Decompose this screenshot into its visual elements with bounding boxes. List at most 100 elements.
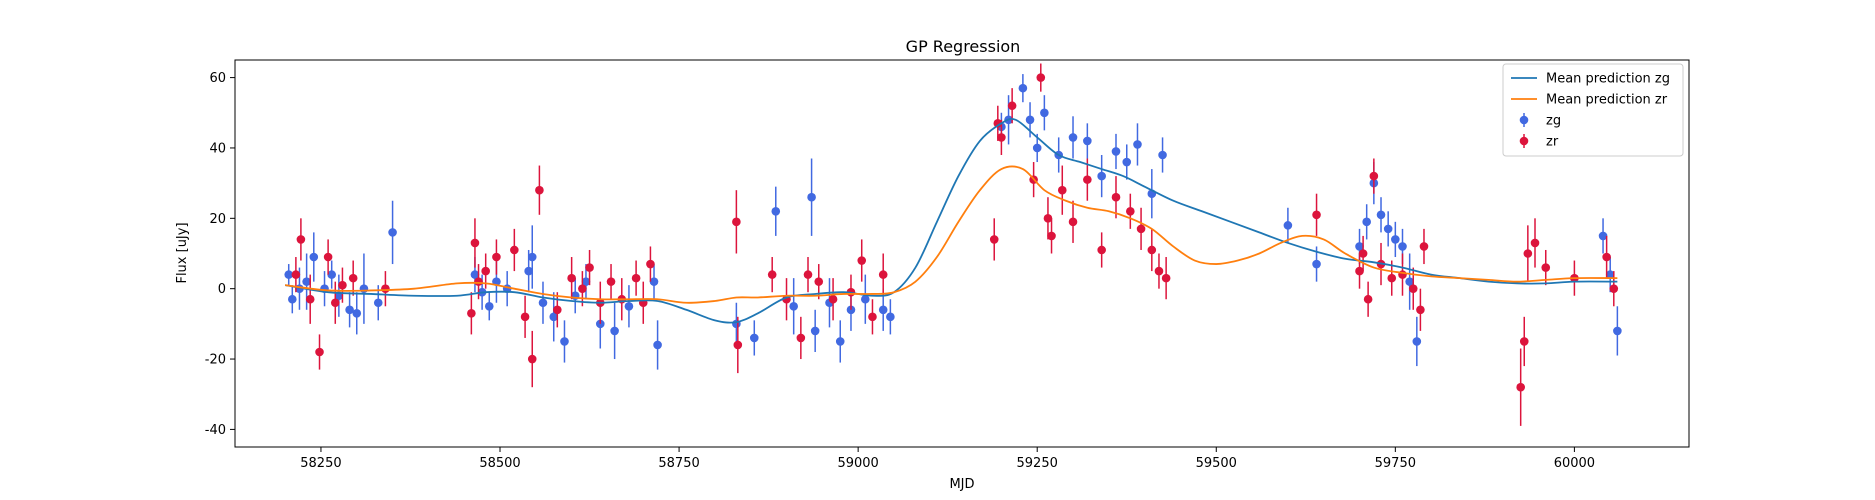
zr-point	[330, 298, 340, 308]
plot-area	[284, 63, 1622, 426]
y-tick-label: 20	[209, 212, 226, 227]
zg-point	[1312, 259, 1321, 269]
zr-point	[1097, 245, 1106, 255]
y-axis: -40 -20 0 20 40 60	[205, 71, 235, 438]
legend-point-marker	[1519, 136, 1529, 146]
zg-point	[549, 312, 559, 322]
zg-point	[1391, 235, 1400, 244]
zg-point	[789, 301, 798, 311]
zg-point	[807, 192, 816, 202]
zr-point	[1057, 185, 1067, 195]
zr-point	[1007, 101, 1017, 111]
zg-point	[352, 309, 362, 318]
zr-point	[348, 273, 358, 283]
zr-point	[338, 280, 347, 290]
zg-point	[309, 252, 319, 262]
zr-point	[997, 133, 1006, 142]
zg-point	[1122, 157, 1132, 167]
zg-point	[1158, 150, 1167, 160]
zr-point	[1363, 294, 1373, 304]
zg-point	[1376, 210, 1386, 220]
zg-point	[1097, 171, 1106, 181]
zr-point	[814, 277, 824, 286]
zr-point	[381, 284, 390, 293]
zr-point	[767, 270, 777, 279]
zr-point	[510, 245, 519, 255]
zr-point	[1541, 263, 1551, 272]
zr-point	[305, 294, 315, 304]
zr-point	[1516, 382, 1525, 392]
zr-point	[474, 277, 483, 286]
zr-point	[315, 347, 324, 357]
zg-point	[835, 337, 845, 346]
zr-point	[1519, 337, 1529, 346]
zg-point	[1068, 133, 1078, 142]
zr-point	[989, 235, 999, 244]
y-tick-label: 60	[209, 71, 226, 86]
zg-point	[1405, 277, 1414, 286]
x-axis-label: MJD	[949, 477, 974, 492]
zg-point	[288, 294, 297, 304]
zg-point	[610, 326, 619, 336]
zg-point	[846, 305, 856, 315]
x-tick-label: 60000	[1554, 456, 1595, 471]
chart-title: GP Regression	[906, 37, 1021, 56]
zr-point	[1126, 206, 1135, 216]
legend-label: Mean prediction zr	[1546, 93, 1668, 108]
zg-point	[327, 270, 336, 279]
legend-point-marker	[1519, 115, 1529, 125]
zr-point	[1369, 171, 1379, 181]
zr-point	[796, 333, 806, 343]
zr-point	[631, 273, 641, 283]
plot-frame	[234, 59, 1690, 448]
zg-point	[1412, 337, 1422, 346]
zr-point	[1036, 73, 1046, 82]
zg-point	[1598, 231, 1608, 241]
legend-label: Mean prediction zg	[1546, 72, 1670, 87]
zg-point	[771, 206, 781, 216]
x-tick-label: 59000	[837, 456, 878, 471]
zg-point	[302, 277, 311, 286]
zr-point	[1387, 273, 1397, 283]
zr-point	[296, 235, 306, 244]
zr-point	[993, 119, 1003, 128]
x-axis: 58250 58500 58750 59000 59250 59500 59750 60000	[300, 447, 1595, 471]
zg-point	[470, 270, 480, 279]
zg-point	[1383, 224, 1393, 234]
zr-point	[828, 294, 838, 304]
zg-point	[1040, 108, 1049, 118]
zr-point	[733, 340, 743, 350]
x-tick-label: 59750	[1375, 456, 1416, 471]
x-tick-label: 58250	[300, 456, 341, 471]
zg-point	[649, 277, 659, 286]
zr-point	[291, 270, 301, 279]
line-mean-prediction-zr	[285, 165, 1618, 304]
zr-point	[1609, 284, 1619, 293]
zg-point	[345, 305, 354, 315]
zg-point	[1111, 147, 1121, 156]
zr-point	[803, 270, 813, 279]
zr-point	[1419, 242, 1429, 251]
zg-point	[1283, 221, 1293, 230]
zr-point	[646, 259, 655, 269]
zg-point	[1355, 242, 1364, 251]
zr-point	[492, 252, 501, 262]
zg-point	[359, 284, 369, 293]
zr-point	[470, 238, 480, 248]
y-tick-label: 40	[209, 141, 226, 156]
zr-point	[553, 305, 562, 315]
zr-point	[323, 252, 333, 262]
zr-point	[868, 312, 877, 322]
zg-point	[878, 305, 888, 315]
zg-point	[653, 340, 662, 350]
zg-point	[861, 294, 870, 304]
zg-point	[373, 298, 383, 308]
zr-point	[1083, 175, 1092, 184]
y-tick-label: -20	[205, 353, 226, 368]
legend-label: zg	[1546, 114, 1561, 129]
zg-point	[560, 337, 569, 346]
zr-point	[1408, 284, 1418, 293]
zg-point	[1605, 270, 1615, 279]
zg-point	[1362, 217, 1371, 227]
zr-point	[606, 277, 616, 286]
